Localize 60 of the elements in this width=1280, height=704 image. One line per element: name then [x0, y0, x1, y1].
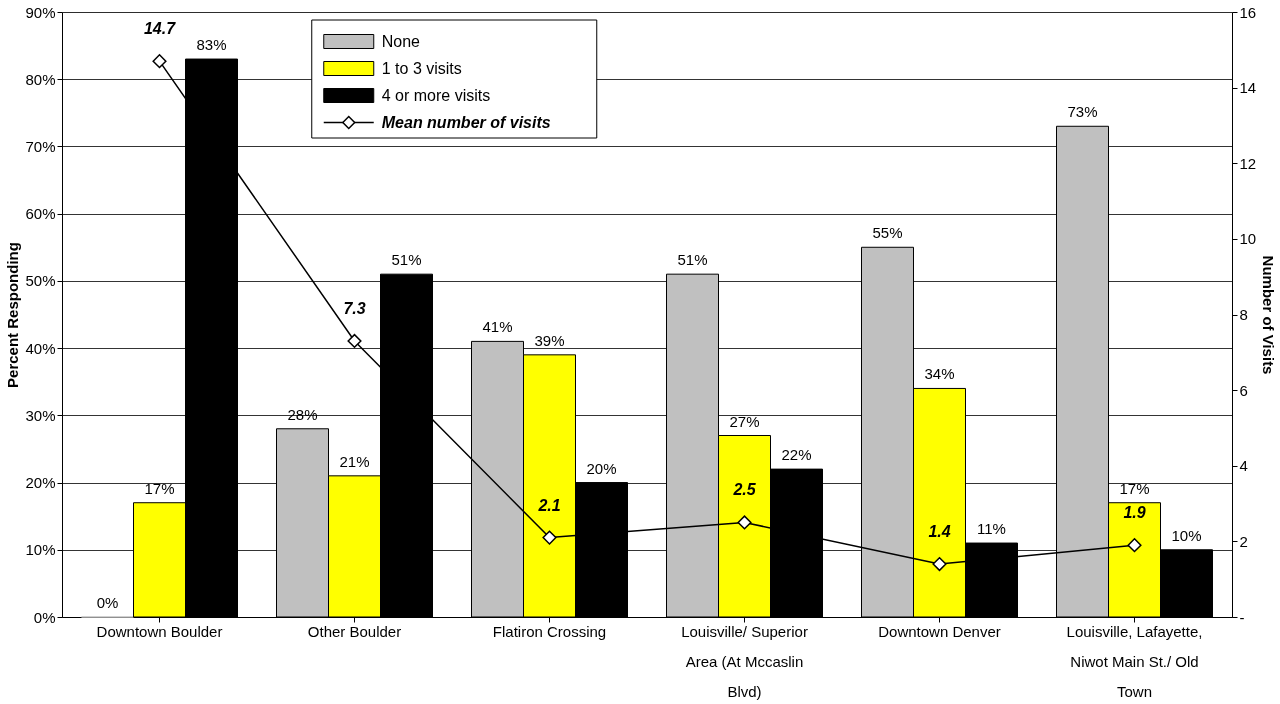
x-tick-label: Louisville, Lafayette, Niwot Main St./ Old Town: [1066, 622, 1203, 700]
data-label: 27%: [729, 412, 760, 430]
data-label: 1.9: [1123, 504, 1146, 522]
x-tick-label: Downtown Boulder: [96, 622, 223, 640]
point: [542, 530, 557, 545]
y2-tick-label: 2: [1239, 532, 1248, 550]
point: [737, 515, 752, 530]
y2-tick-label: 10: [1239, 230, 1257, 248]
data-label: 20%: [586, 459, 617, 477]
point: [1127, 538, 1142, 553]
data-label: 55%: [872, 224, 903, 242]
data-label: 17%: [144, 479, 175, 497]
data-label: 2.1: [537, 496, 561, 514]
y-tick-label: 70%: [25, 137, 56, 155]
y2-tick-label: 6: [1239, 381, 1248, 399]
legend-label: 1 to 3 visits: [381, 59, 462, 77]
y-tick-label: 0%: [33, 608, 56, 626]
y-tick-label: 30%: [25, 406, 56, 424]
legend-label: 4 or more visits: [381, 86, 491, 104]
data-label: 11%: [977, 520, 1006, 538]
y-tick-label: 90%: [25, 3, 56, 21]
x-tick-label: Other Boulder: [307, 622, 402, 640]
data-label: 1.4: [928, 523, 951, 541]
y2-axis-title: Number of Visits: [1260, 255, 1278, 375]
data-label: 10%: [1171, 526, 1202, 544]
data-label: 51%: [391, 251, 422, 269]
y-tick-label: 10%: [25, 541, 56, 559]
x-tick-label: Louisville/ Superior Area (At Mccaslin Blvd): [681, 622, 808, 700]
data-label: 34%: [924, 365, 955, 383]
y-tick-label: 60%: [25, 205, 56, 223]
y2-tick-label: 4: [1239, 457, 1248, 475]
y-tick-label: 80%: [25, 70, 56, 88]
data-label: 2.5: [732, 481, 757, 499]
point: [347, 333, 362, 349]
y-tick-label: 40%: [25, 339, 56, 357]
data-label: 0%: [96, 594, 119, 611]
legend-label: Mean number of visits: [381, 113, 551, 131]
legend-label: None: [381, 32, 421, 50]
x-tick-label: Flatiron Crossing: [492, 622, 607, 640]
data-label: 17%: [1119, 479, 1150, 497]
y-tick-label: 50%: [25, 272, 56, 290]
data-label: 39%: [534, 331, 565, 349]
point: [932, 556, 947, 572]
data-label: 7.3: [343, 299, 366, 317]
y2-tick-label: 8: [1239, 306, 1248, 323]
data-label: 22%: [781, 446, 812, 464]
point: [152, 54, 167, 69]
y-tick-label: 20%: [25, 474, 56, 492]
x-tick-label: Downtown Denver: [878, 622, 1001, 640]
data-label: 14.7: [143, 20, 177, 38]
data-label: 51%: [677, 251, 708, 269]
data-label: 83%: [196, 36, 227, 54]
data-label: 41%: [482, 318, 513, 336]
y-axis-title: Percent Responding: [4, 242, 22, 388]
y2-tick-label: 14: [1239, 79, 1257, 97]
data-label: 21%: [339, 452, 370, 470]
y2-tick-label: 12: [1239, 154, 1257, 172]
y2-tick-label: 16: [1239, 3, 1257, 21]
data-label: 73%: [1067, 103, 1098, 121]
y2-tick-label: -: [1239, 608, 1245, 626]
